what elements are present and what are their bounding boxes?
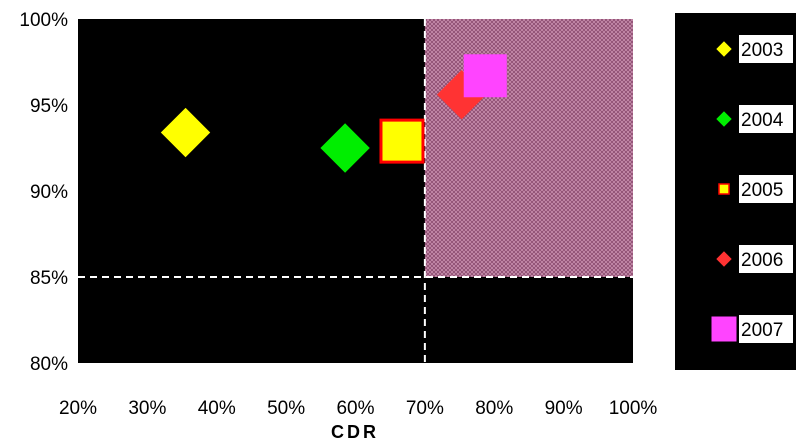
legend-marker-2007 (711, 316, 737, 342)
legend-marker-2004 (716, 111, 732, 127)
highlight-region (424, 19, 633, 277)
x-tick-label: 100% (609, 398, 658, 419)
legend-label: 2005 (741, 180, 783, 201)
legend-label: 2007 (741, 320, 783, 341)
x-tick-label: 40% (198, 398, 236, 419)
data-point-2007 (463, 54, 507, 98)
x-tick-label: 30% (128, 398, 166, 419)
legend-item-2007: 2007 (711, 315, 793, 343)
legend-label: 2006 (741, 250, 783, 271)
y-axis-ticks: 80% 85% 90% 95% 100% (19, 10, 68, 375)
legend-marker-2005 (718, 183, 730, 195)
legend-label-bg (739, 35, 793, 63)
x-axis-ticks: 20% 30% 40% 50% 60% 70% 80% 90% 100% (59, 398, 657, 419)
legend: 2003 2004 2005 2006 2007 (711, 35, 793, 343)
y-tick-label: 80% (30, 354, 68, 375)
x-tick-label: 50% (267, 398, 305, 419)
legend-label-bg (739, 105, 793, 133)
y-tick-label: 90% (30, 182, 68, 203)
legend-item-2004: 2004 (716, 105, 793, 133)
y-tick-label: 95% (30, 96, 68, 117)
x-tick-label: 90% (545, 398, 583, 419)
data-point-2003 (160, 107, 211, 158)
data-points (160, 54, 507, 173)
legend-label-bg (739, 175, 793, 203)
x-tick-label: 80% (475, 398, 513, 419)
legend-label-bg (739, 315, 793, 343)
legend-item-2003: 2003 (716, 35, 793, 63)
legend-label-bg (739, 245, 793, 273)
legend-marker-2003 (716, 41, 732, 57)
legend-marker-2006 (716, 251, 732, 267)
legend-item-2005: 2005 (718, 175, 793, 203)
x-tick-label: 70% (406, 398, 444, 419)
legend-item-2006: 2006 (716, 245, 793, 273)
data-point-2005 (379, 118, 425, 164)
x-tick-label: 20% (59, 398, 97, 419)
x-tick-label: 60% (336, 398, 374, 419)
x-axis-title: CDR (331, 422, 379, 442)
data-point-2004 (320, 123, 370, 173)
legend-label: 2004 (741, 110, 784, 131)
legend-label: 2003 (741, 40, 783, 61)
y-tick-label: 100% (19, 10, 68, 31)
y-tick-label: 85% (30, 268, 68, 289)
